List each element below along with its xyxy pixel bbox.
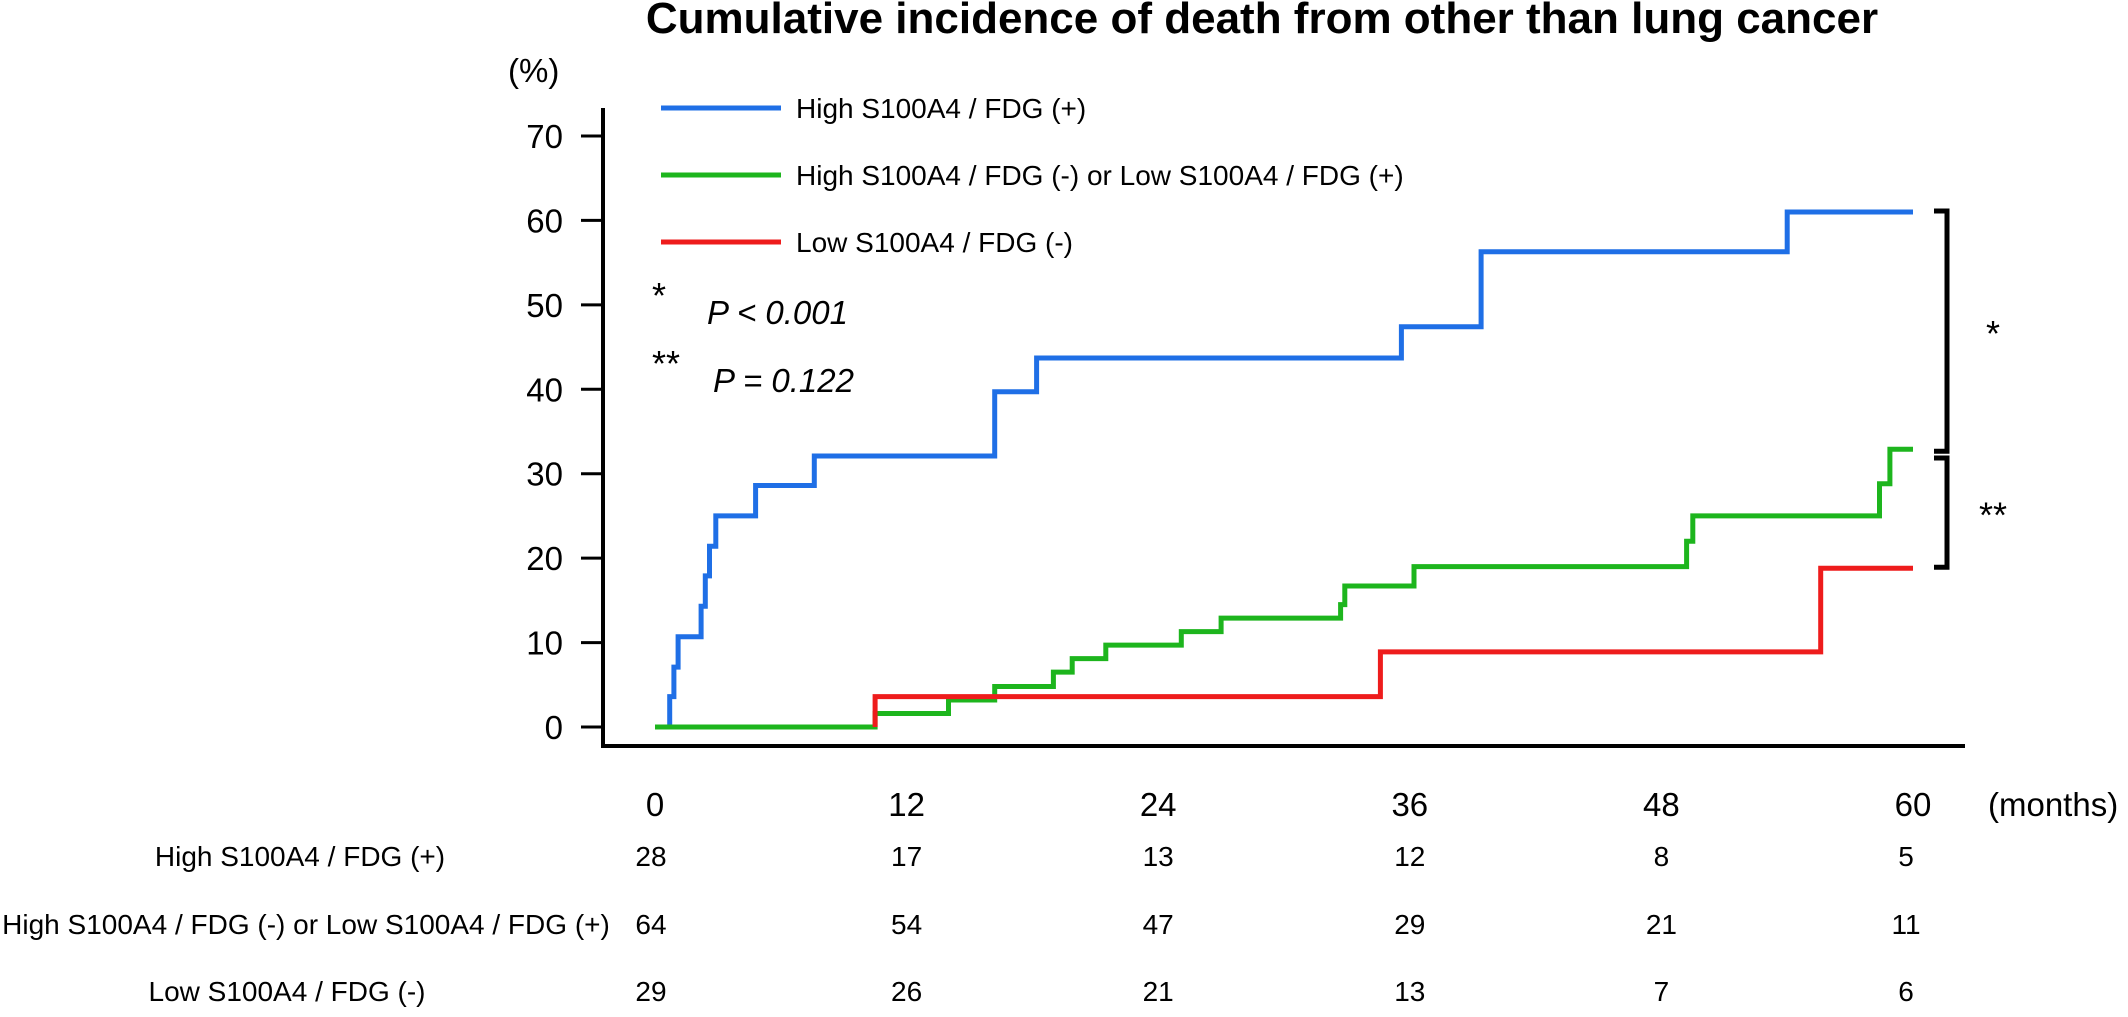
legend-entry: High S100A4 / FDG (-) or Low S100A4 / FD… [796, 160, 1404, 191]
risk-count: 13 [1143, 841, 1174, 872]
risk-count: 12 [1394, 841, 1425, 872]
y-tick-label: 30 [526, 456, 563, 493]
bracket-label: ** [1979, 495, 2007, 536]
x-axis-label: (months) [1988, 786, 2118, 823]
y-tick-label: 10 [526, 625, 563, 662]
significance-bracket [1934, 455, 1950, 570]
risk-count: 6 [1898, 976, 1914, 1007]
risk-count: 13 [1394, 976, 1425, 1007]
significance-bracket [1934, 208, 1950, 454]
risk-count: 47 [1143, 909, 1174, 940]
risk-row-label: Low S100A4 / FDG (-) [149, 976, 426, 1007]
risk-count: 29 [1394, 909, 1425, 940]
legend-entry: Low S100A4 / FDG (-) [796, 227, 1073, 258]
y-tick-label: 50 [526, 287, 563, 324]
series-line [872, 565, 1913, 727]
chart-title: Cumulative incidence of death from other… [646, 0, 1878, 43]
risk-count: 21 [1143, 976, 1174, 1007]
risk-count: 17 [891, 841, 922, 872]
y-tick-label: 40 [526, 371, 563, 408]
x-tick-label: 60 [1895, 786, 1932, 823]
risk-count: 26 [891, 976, 922, 1007]
x-tick-label: 36 [1391, 786, 1428, 823]
risk-row-label: High S100A4 / FDG (-) or Low S100A4 / FD… [2, 909, 610, 940]
x-tick-label: 24 [1140, 786, 1177, 823]
risk-row-label: High S100A4 / FDG (+) [155, 841, 445, 872]
x-tick-label: 48 [1643, 786, 1680, 823]
annotation-star: ** [652, 343, 680, 384]
risk-count: 21 [1646, 909, 1677, 940]
annotation-star: * [652, 275, 666, 316]
x-tick-label: 0 [646, 786, 664, 823]
y-tick-label: 70 [526, 118, 563, 155]
bracket-label: * [1986, 313, 2000, 354]
risk-count: 11 [1891, 909, 1920, 940]
x-tick-label: 12 [888, 786, 925, 823]
y-tick-label: 60 [526, 202, 563, 239]
risk-count: 28 [635, 841, 666, 872]
risk-count: 7 [1654, 976, 1670, 1007]
series-line [655, 446, 1913, 730]
y-tick-label: 0 [545, 709, 563, 746]
y-tick-label: 20 [526, 540, 563, 577]
series-line [655, 209, 1913, 730]
legend-entry: High S100A4 / FDG (+) [796, 93, 1086, 124]
annotation-pvalue: P < 0.001 [707, 294, 848, 331]
risk-count: 29 [635, 976, 666, 1007]
risk-count: 5 [1898, 841, 1914, 872]
risk-count: 64 [635, 909, 666, 940]
risk-count: 54 [891, 909, 922, 940]
risk-count: 8 [1654, 841, 1670, 872]
annotation-pvalue: P = 0.122 [713, 362, 854, 399]
y-axis-label: (%) [508, 52, 559, 89]
